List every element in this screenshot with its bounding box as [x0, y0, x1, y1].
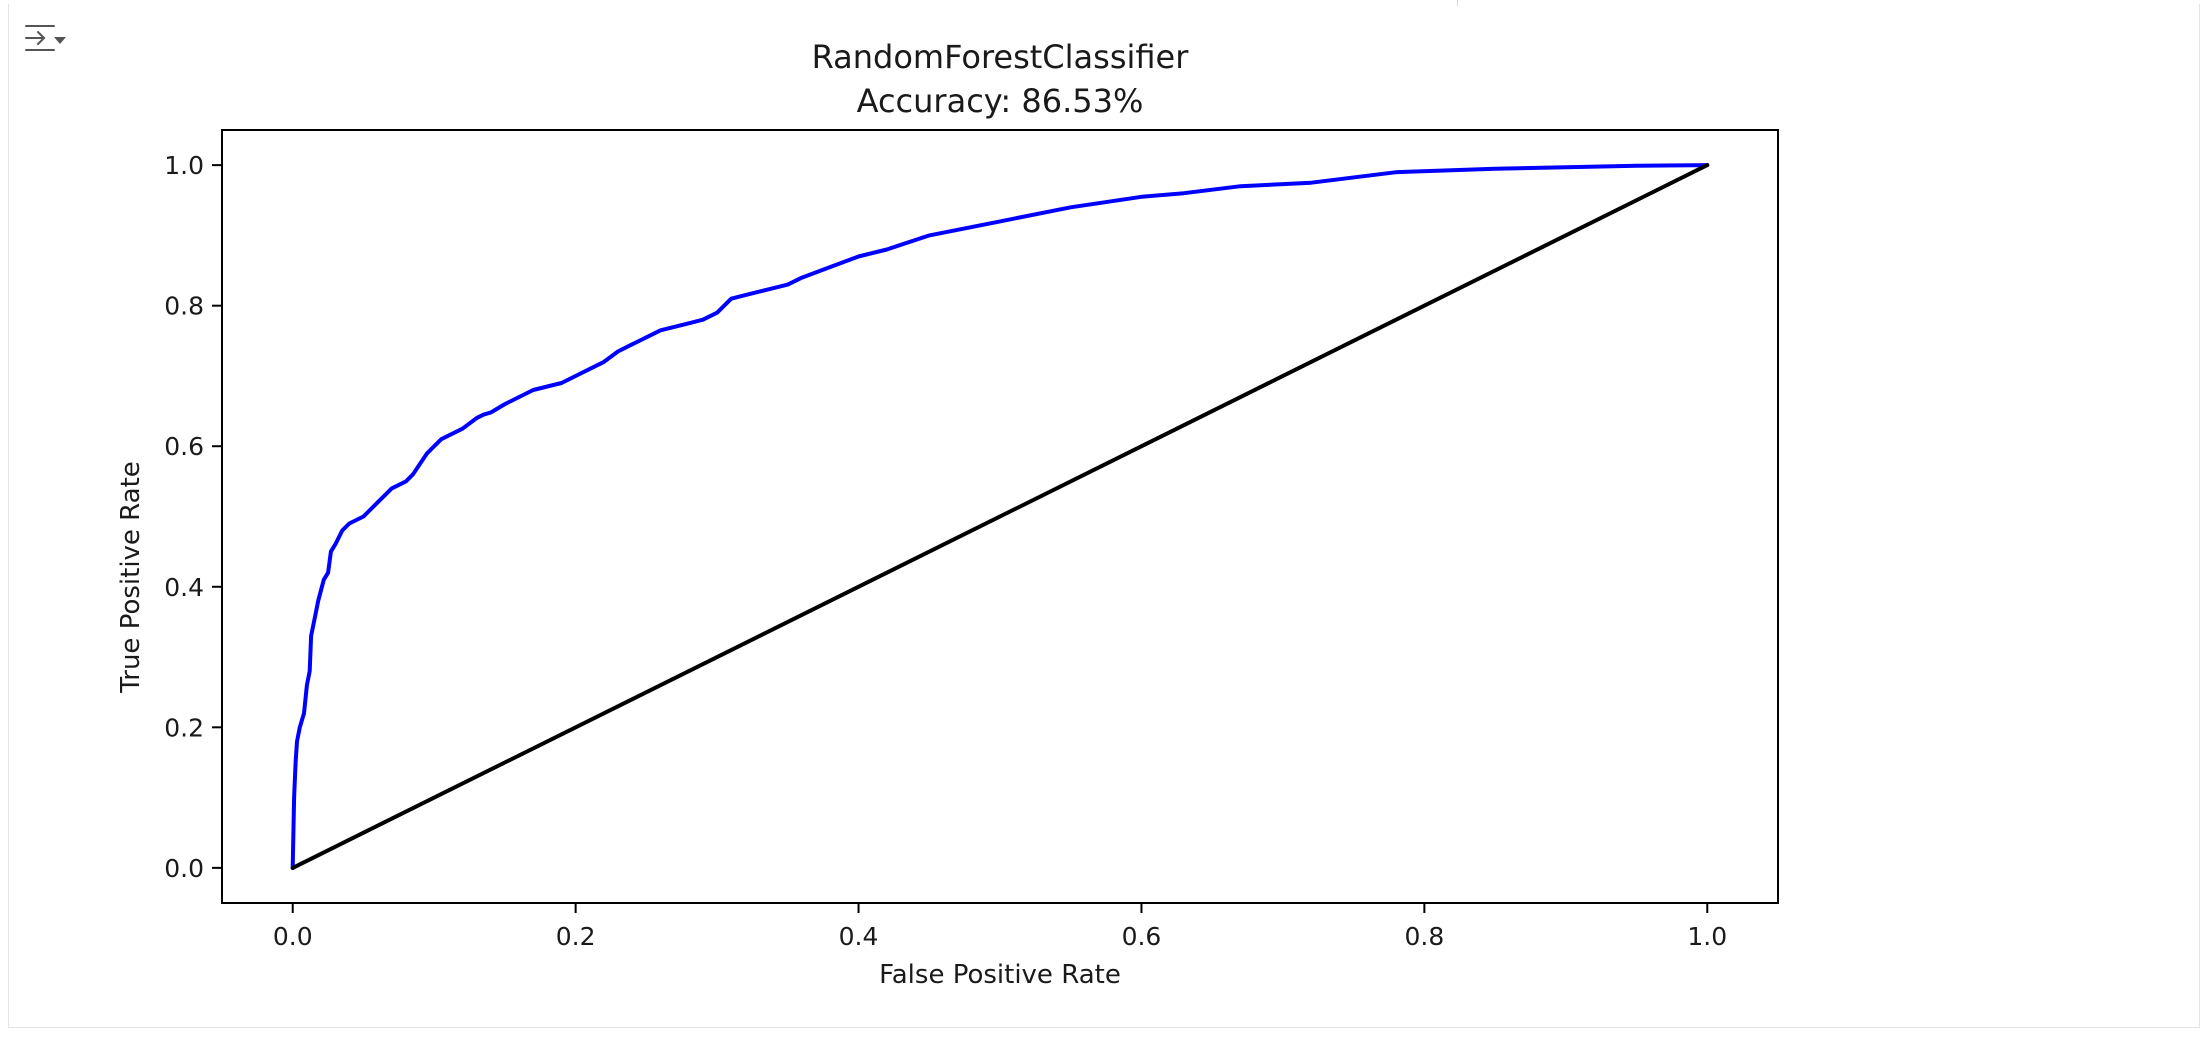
- y-tick-label: 0.4: [164, 573, 204, 602]
- x-tick-label: 0.0: [273, 922, 313, 951]
- plot-area: [221, 129, 1779, 904]
- x-tick-label: 0.2: [556, 922, 596, 951]
- x-axis-label: False Positive Rate: [879, 960, 1121, 990]
- x-tick-label: 0.8: [1404, 922, 1444, 951]
- x-tick-label: 1.0: [1687, 922, 1727, 951]
- cell-divider: [1457, 0, 1458, 6]
- axes-frame: [221, 129, 1779, 904]
- y-tick-label: 0.8: [164, 292, 204, 321]
- output-cell: [8, 4, 2200, 1028]
- output-collapse-icon[interactable]: [24, 20, 70, 56]
- roc-curve-line: [290, 163, 1710, 870]
- axis-ticks: 0.0 0.2 0.4 0.6 0.8 1.0 0.0 0.2 0.4 0.6 0.8 1.0: [164, 151, 1727, 951]
- y-tick-label: 1.0: [164, 151, 204, 180]
- x-tick-label: 0.4: [839, 922, 879, 951]
- chart-subtitle: Accuracy: 86.53%: [857, 82, 1144, 120]
- chance-diagonal-line: [290, 163, 1710, 870]
- y-tick-label: 0.2: [164, 713, 204, 742]
- x-tick-label: 0.6: [1122, 922, 1162, 951]
- y-tick-label: 0.0: [164, 854, 204, 883]
- y-axis-label: True Positive Rate: [116, 461, 146, 694]
- y-tick-label: 0.6: [164, 432, 204, 461]
- chart-title: RandomForestClassifier: [812, 38, 1190, 76]
